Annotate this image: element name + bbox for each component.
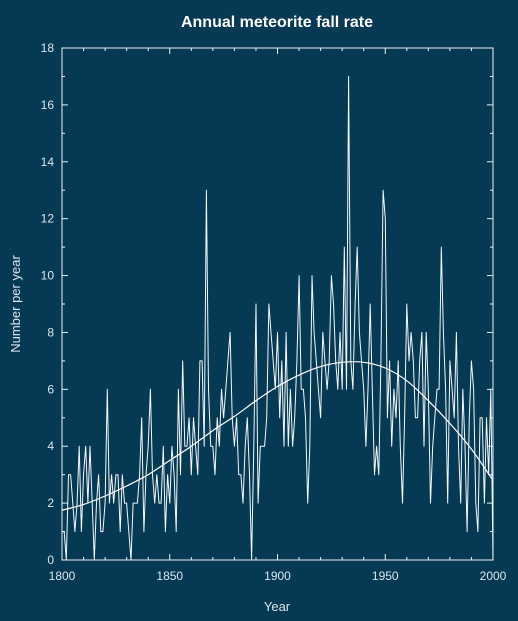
axis-ticks (61, 47, 494, 561)
chart-title: Annual meteorite fall rate (181, 14, 373, 31)
x-tick-label: 1900 (264, 569, 291, 583)
y-tick-label: 10 (41, 269, 55, 283)
y-tick-label: 8 (47, 325, 54, 339)
y-tick-label: 12 (41, 212, 55, 226)
y-axis-label: Number per year (8, 255, 23, 353)
y-tick-label: 2 (47, 496, 54, 510)
y-tick-label: 14 (41, 155, 55, 169)
y-tick-label: 16 (41, 98, 55, 112)
y-tick-label: 18 (41, 41, 55, 55)
y-tick-label: 6 (47, 382, 54, 396)
x-tick-label: 2000 (480, 569, 507, 583)
x-axis-label: Year (264, 599, 291, 614)
y-tick-label: 0 (47, 553, 54, 567)
x-tick-label: 1800 (49, 569, 76, 583)
smoothed-trend-line (61, 361, 494, 511)
plot-frame (61, 47, 494, 561)
y-tick-label: 4 (47, 439, 54, 453)
annual-fall-line (62, 75, 494, 561)
x-tick-label: 1950 (372, 569, 399, 583)
x-tick-label: 1850 (156, 569, 183, 583)
tick-labels: 0 2 4 6 8 10 12 14 16 18 1800 1850 1900 1950 2000 (41, 41, 507, 583)
